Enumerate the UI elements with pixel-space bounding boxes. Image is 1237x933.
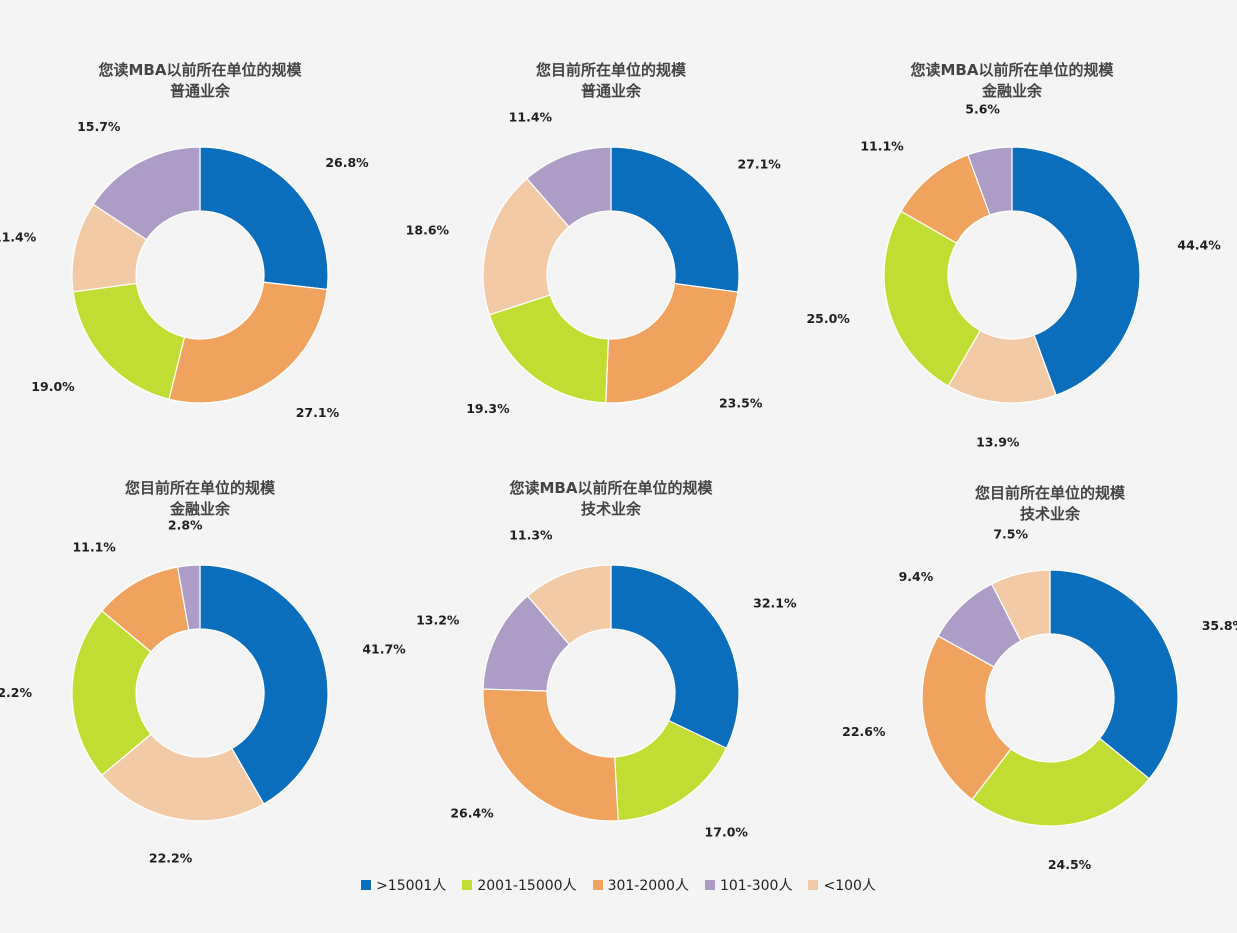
donut-segment [199,146,329,291]
donut-segment [526,564,612,646]
legend-swatch [704,880,715,890]
chart-title: 您目前所在单位的规模 [124,479,275,497]
legend-item: 2001-15000人 [462,875,577,895]
chart-title: 您读MBA以前所在单位的规模 [98,61,302,79]
donut-segment [101,733,265,822]
data-label: 11.4% [509,110,553,125]
donut-segment [482,688,619,822]
chart-title: 您读MBA以前所在单位的规模 [509,479,713,497]
chart-panel-1: 您读MBA以前所在单位的规模 普通业余 26.8% 27.1% 19.0% 11.4%… [0,60,400,510]
data-label: 26.4% [450,805,494,820]
legend-label: >15001人 [376,878,447,894]
donut-segment [967,146,1013,216]
chart-panel-5: 您读MBA以前所在单位的规模 技术业余 32.1% 17.0% 26.4% 13.2%… [411,478,811,928]
data-label: 22.2% [0,685,32,700]
legend-item: 301-2000人 [592,875,689,895]
donut-segment [488,294,610,404]
data-label: 5.6% [965,102,1000,117]
donut-segment [1011,146,1141,396]
donut-segment [605,282,739,404]
data-label: 22.2% [149,850,193,865]
data-label: 9.4% [899,569,934,584]
chart-subtitle: 技术业余 [1019,505,1080,523]
donut-segment [921,635,1012,801]
chart-panel-3: 您读MBA以前所在单位的规模 金融业余 44.4% 13.9% 25.0% 11.1%… [806,60,1221,510]
data-label: 26.8% [325,155,369,170]
legend-label: <100人 [823,878,876,894]
data-label: 23.5% [719,396,763,411]
legend-label: 101-300人 [719,878,793,894]
donut-segment [883,210,981,387]
donut-segment [92,146,201,241]
legend-item: <100人 [808,875,876,895]
legend-swatch [592,880,603,890]
donut-segment [610,146,740,293]
chart-title: 您目前所在单位的规模 [974,484,1125,502]
donut-segment [971,737,1151,827]
donut-chart: 41.7% 22.2% 22.2% 11.1% 2.8% [0,518,406,866]
chart-panel-4: 您目前所在单位的规模 金融业余 41.7% 22.2% 22.2% 11.1% 2.8% [0,478,406,928]
data-label: 18.6% [406,222,450,237]
donut-segment [526,146,612,228]
legend-swatch [361,880,372,890]
legend-label: 2001-15000人 [477,878,577,894]
legend: >15001人 2001-15000人 301-2000人 101-300人 <… [0,872,1237,898]
donut-segment [72,282,186,400]
legend-label: 301-2000人 [607,878,689,894]
donut-chart: 32.1% 17.0% 26.4% 13.2% 11.3% [416,527,797,840]
data-label: 32.1% [753,595,797,610]
data-label: 11.1% [72,540,116,555]
data-label: 15.7% [77,119,121,134]
donut-segment [168,281,328,404]
legend-item: 101-300人 [704,875,793,895]
donut-segment [199,564,329,805]
donut-chart: 35.8% 24.5% 22.6% 9.4% 7.5% [842,527,1237,872]
data-label: 11.1% [860,139,904,154]
chart-title: 您读MBA以前所在单位的规模 [910,61,1114,79]
data-label: 17.0% [705,825,749,840]
chart-panel-6: 您目前所在单位的规模 技术业余 35.8% 24.5% 22.6% 9.4% 7.5% [842,483,1237,933]
chart-subtitle: 金融业余 [981,82,1042,100]
chart-title: 您目前所在单位的规模 [535,61,686,79]
data-label: 19.0% [31,379,75,394]
data-label: 19.3% [466,401,510,416]
data-label: 11.4% [0,229,37,244]
donut-segment [990,569,1051,642]
data-label: 41.7% [362,642,406,657]
legend-item: >15001人 [361,875,446,895]
chart-subtitle: 技术业余 [580,500,641,518]
chart-subtitle: 普通业余 [169,82,230,100]
data-label: 44.4% [1177,238,1221,253]
donut-segment [610,564,740,750]
data-label: 25.0% [806,311,850,326]
legend-swatch [462,880,473,890]
data-label: 2.8% [168,518,203,533]
data-label: 22.6% [842,724,886,739]
data-label: 11.3% [509,527,553,542]
chart-subtitle: 金融业余 [169,500,230,518]
data-label: 27.1% [296,405,340,420]
donut-chart: 26.8% 27.1% 19.0% 11.4% 15.7% [0,119,369,420]
data-label: 13.9% [976,434,1020,449]
data-label: 35.8% [1202,618,1237,633]
chart-panel-2: 您目前所在单位的规模 普通业余 27.1% 23.5% 19.3% 18.6% 11.4… [406,60,811,510]
legend-swatch [808,880,819,890]
donut-segment [71,609,152,777]
donut-segment [1049,569,1179,780]
data-label: 13.2% [416,613,460,628]
donut-chart: 27.1% 23.5% 19.3% 18.6% 11.4% [406,110,782,416]
data-label: 7.5% [993,527,1028,542]
donut-segment [176,564,201,631]
donut-chart: 44.4% 13.9% 25.0% 11.1% 5.6% [806,102,1221,450]
data-label: 24.5% [1048,857,1092,872]
data-label: 27.1% [737,156,781,171]
chart-subtitle: 普通业余 [580,82,641,100]
